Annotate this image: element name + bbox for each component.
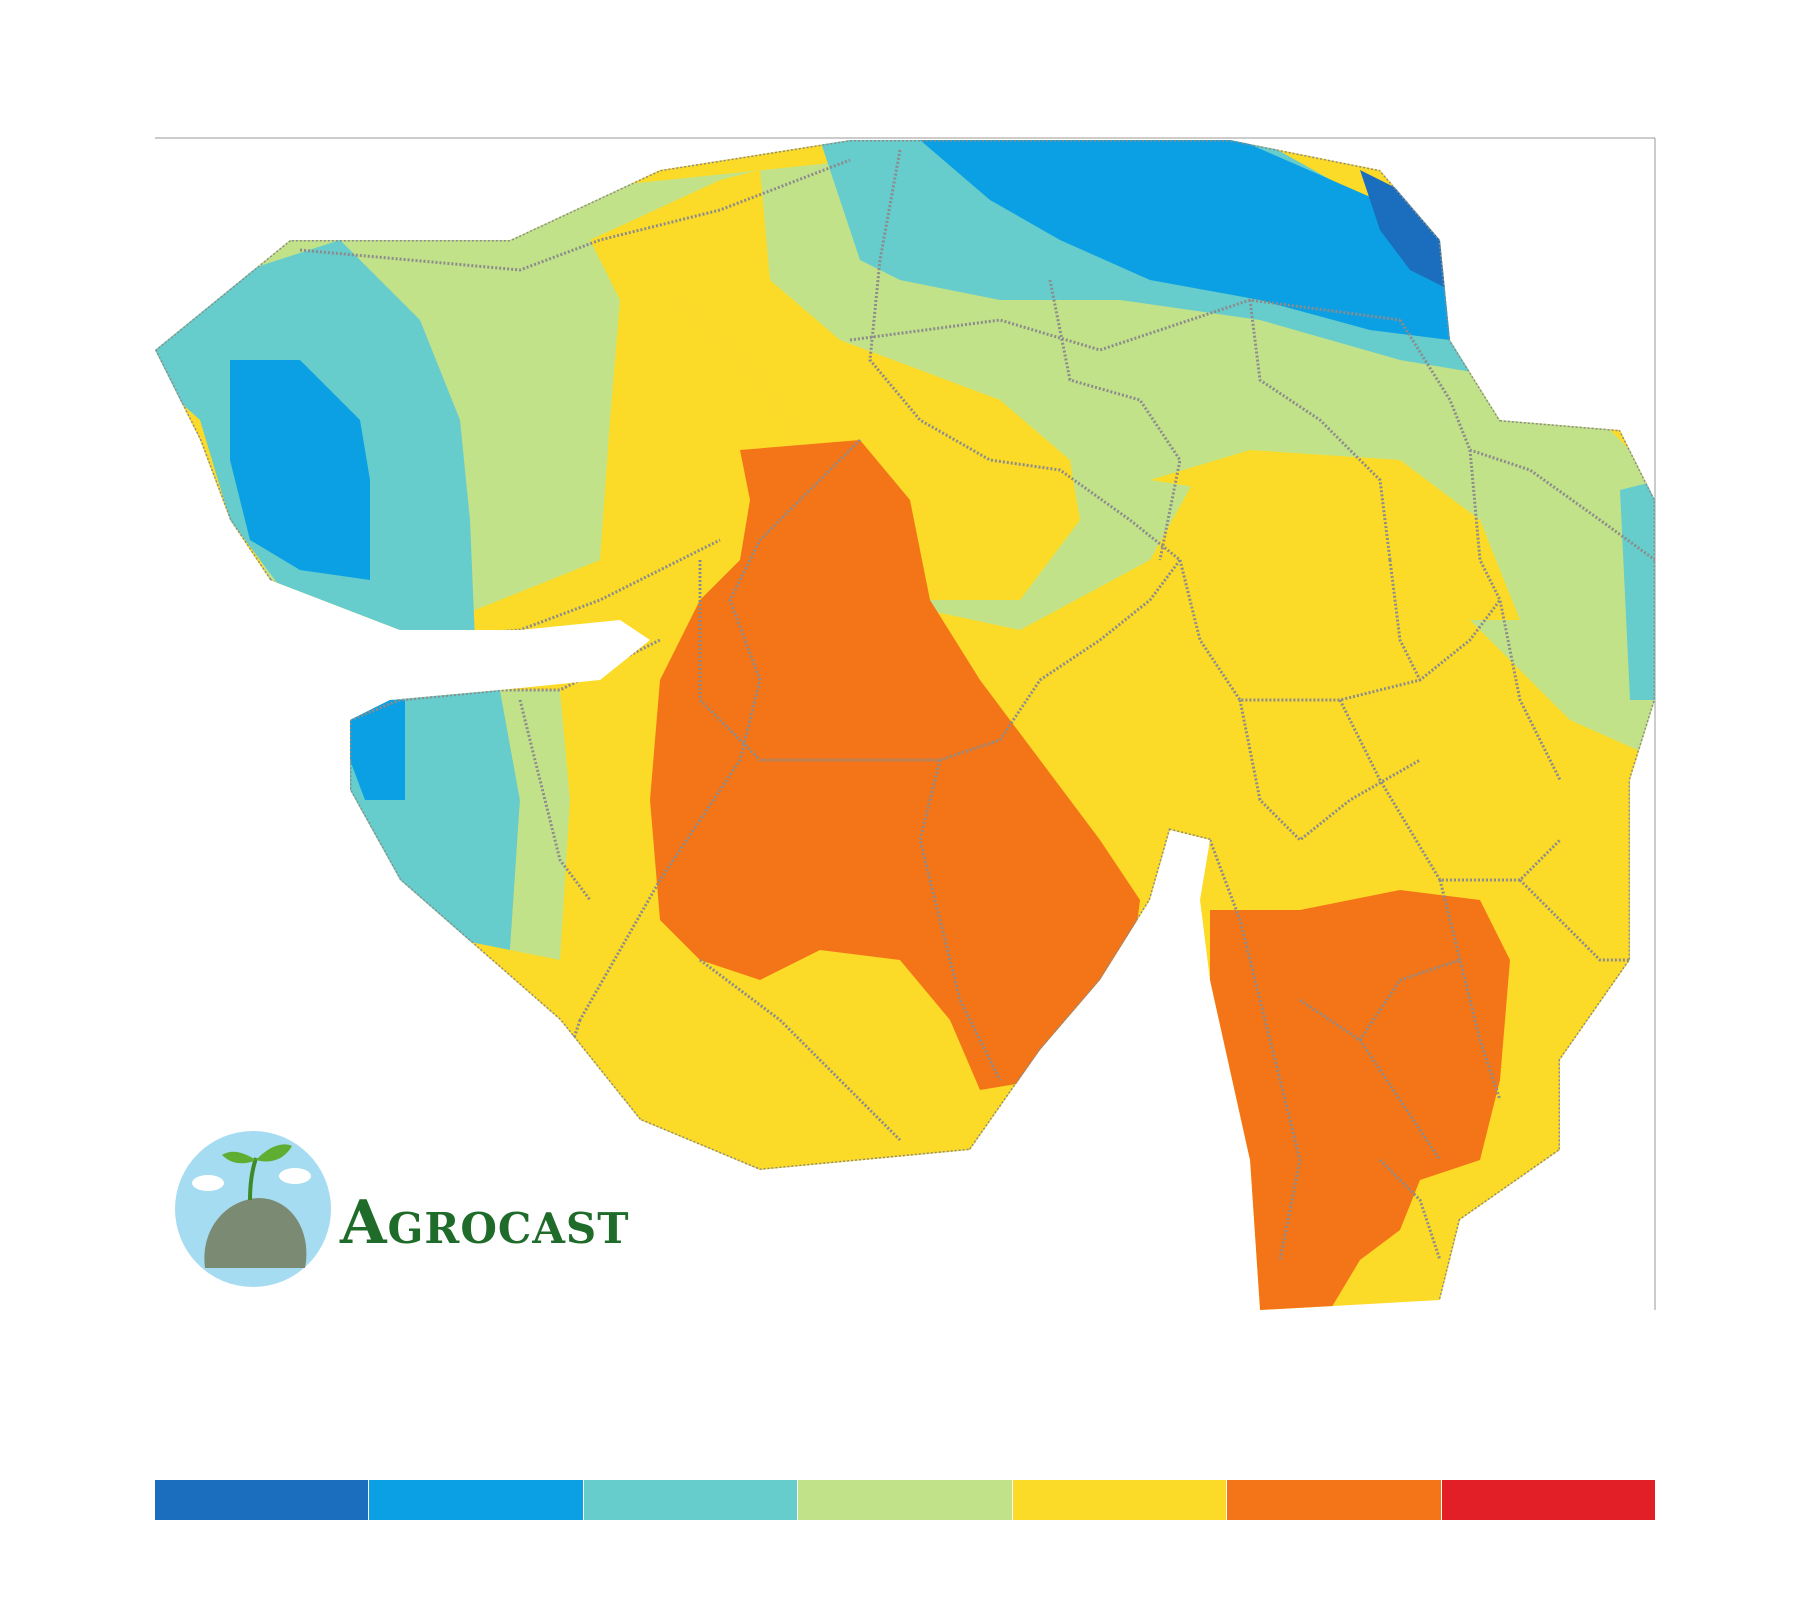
zone-orange-southeast (1530, 1180, 1565, 1220)
logo-rock (204, 1198, 307, 1268)
zone-lightgreen-saurashtra (500, 690, 570, 960)
logo-leaf-left (222, 1151, 256, 1164)
zone-teal-east (1620, 480, 1655, 700)
agrocast-logo (175, 1131, 331, 1287)
zone-blue-kutch (230, 360, 370, 580)
logo-cloud-left (192, 1175, 224, 1191)
logo-sprout-stem (248, 1157, 258, 1201)
zone-darkblue-north (1360, 170, 1450, 290)
zone-orange-south (1210, 890, 1510, 1310)
zone-orange-saurashtra (650, 440, 1140, 1090)
logo-leaf-right (256, 1144, 292, 1162)
color-legend (155, 1480, 1655, 1520)
zone-yellow-north (590, 170, 1080, 600)
legend-swatch-5 (1012, 1480, 1228, 1520)
legend-swatch-6 (1227, 1480, 1442, 1520)
district-boundaries (155, 140, 1655, 1301)
zone-blue-saurashtra (350, 700, 405, 800)
legend-swatch-1 (155, 1480, 370, 1520)
zone-yellow-east (1150, 450, 1520, 620)
legend-swatch-4 (798, 1480, 1013, 1520)
brand-name: Agrocast (340, 1188, 630, 1258)
legend-swatch-2 (369, 1480, 584, 1520)
legend-swatch-3 (583, 1480, 799, 1520)
legend-swatch-7 (1441, 1480, 1655, 1520)
logo-cloud-right (279, 1168, 311, 1184)
zone-blue-north (920, 140, 1450, 340)
